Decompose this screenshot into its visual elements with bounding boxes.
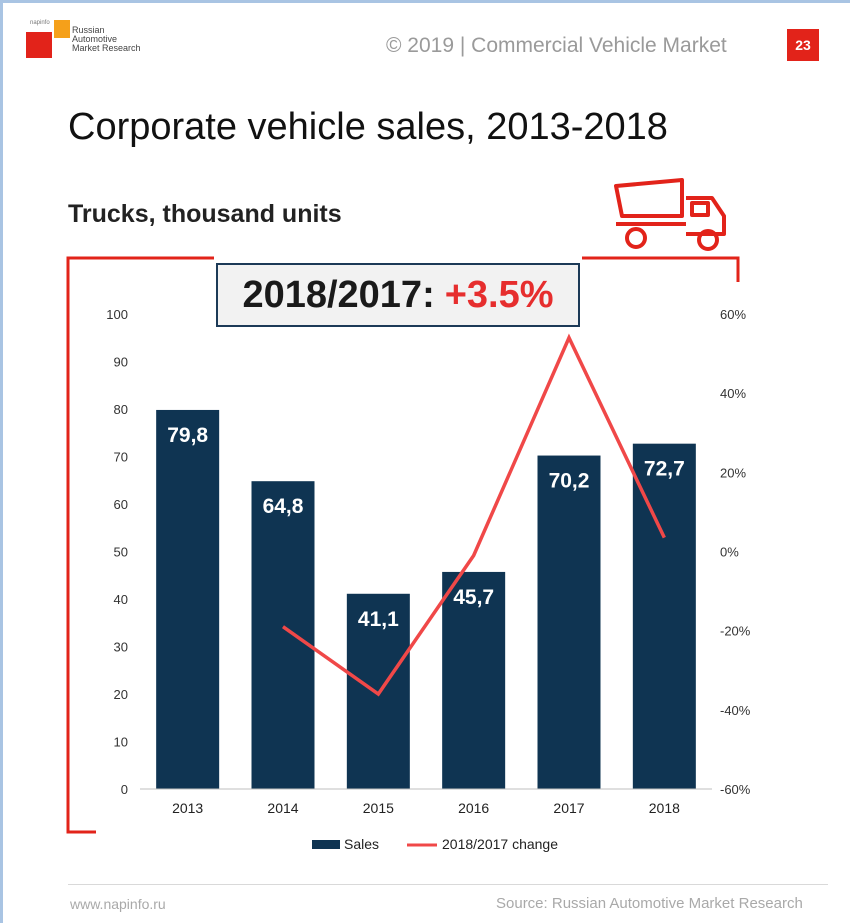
page-number-badge: 23 <box>787 29 819 61</box>
x-tick-label: 2013 <box>172 800 203 816</box>
header-text: © 2019 | Commercial Vehicle Market <box>386 34 727 57</box>
bar-2018 <box>632 443 696 789</box>
x-tick-label: 2014 <box>267 800 298 816</box>
bar-data-label: 64,8 <box>263 495 304 518</box>
y-tick-label: 70 <box>114 450 128 465</box>
y2-tick-label: -20% <box>720 624 751 639</box>
y2-tick-label: -40% <box>720 703 751 718</box>
y-tick-label: 0 <box>121 782 128 797</box>
callout-label: 2018/2017: <box>242 273 435 316</box>
bar-2016 <box>442 571 506 789</box>
footer-website[interactable]: www.napinfo.ru <box>70 896 166 912</box>
y-tick-label: 30 <box>114 640 128 655</box>
company-logo: napinfo Russian Automotive Market Resear… <box>22 18 141 88</box>
logo-red-square <box>26 32 52 58</box>
callout-value: +3.5% <box>444 273 554 316</box>
legend-sales-swatch <box>312 840 340 849</box>
logo-brand-text: Russian Automotive Market Research <box>72 25 141 53</box>
window-left-border <box>0 0 3 923</box>
legend-sales-label: Sales <box>344 836 379 852</box>
bar-2017 <box>537 455 601 789</box>
y2-tick-label: 20% <box>720 465 746 480</box>
footer-divider <box>68 884 828 885</box>
y2-tick-label: 60% <box>720 307 746 322</box>
y-tick-label: 10 <box>114 735 128 750</box>
legend-change-label: 2018/2017 change <box>442 836 558 852</box>
x-tick-label: 2017 <box>553 800 584 816</box>
y-tick-label: 80 <box>114 402 128 417</box>
x-tick-label: 2015 <box>363 800 394 816</box>
page-title: Corporate vehicle sales, 2013-2018 <box>68 106 668 148</box>
y-tick-label: 90 <box>114 355 128 370</box>
bar-data-label: 79,8 <box>167 424 208 447</box>
y2-tick-label: -60% <box>720 782 751 797</box>
y2-tick-label: 40% <box>720 386 746 401</box>
y-tick-label: 100 <box>106 307 128 322</box>
bar-data-label: 70,2 <box>549 470 590 493</box>
bar-2013 <box>156 409 220 789</box>
logo-orange-square <box>54 20 70 38</box>
y-tick-label: 20 <box>114 687 128 702</box>
x-tick-label: 2016 <box>458 800 489 816</box>
y-tick-label: 50 <box>114 545 128 560</box>
bar-data-label: 45,7 <box>453 586 494 609</box>
chart-subtitle: Trucks, thousand units <box>68 200 342 228</box>
bar-data-label: 72,7 <box>644 458 685 481</box>
logo-small-text: napinfo <box>30 20 50 26</box>
footer-source: Source: Russian Automotive Market Resear… <box>496 895 803 912</box>
bar-2014 <box>251 481 315 789</box>
y-tick-label: 40 <box>114 592 128 607</box>
dump-truck-icon <box>614 178 726 251</box>
window-top-border <box>0 0 850 3</box>
x-tick-label: 2018 <box>649 800 680 816</box>
change-line-series <box>281 333 666 697</box>
y-tick-label: 60 <box>114 497 128 512</box>
change-callout: 2018/2017: +3.5% <box>216 263 580 327</box>
y2-tick-label: 0% <box>720 545 739 560</box>
bar-data-label: 41,1 <box>358 608 399 631</box>
